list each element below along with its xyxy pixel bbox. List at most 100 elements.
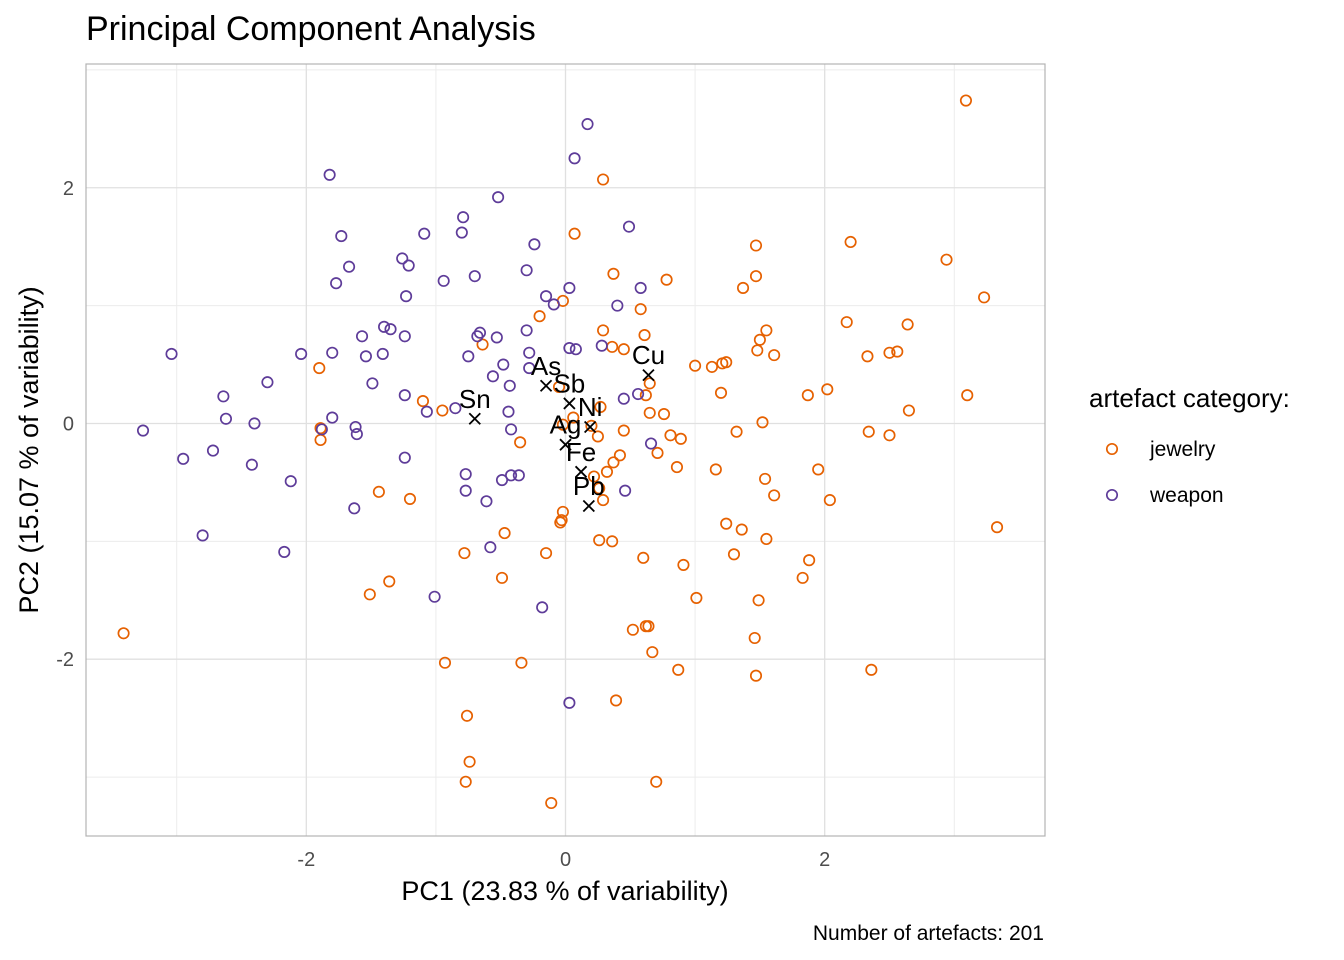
jewelry-point — [748, 631, 761, 645]
jewelry-point — [372, 485, 385, 498]
weapon-point — [349, 420, 362, 434]
jewelry-point — [759, 472, 772, 485]
weapon-point — [248, 417, 261, 430]
jewelry-point — [593, 534, 606, 547]
jewelry-point — [959, 94, 972, 107]
jewelry-point — [597, 324, 610, 337]
weapon-point — [563, 341, 576, 355]
jewelry-point — [639, 389, 652, 402]
x-tick-label: -2 — [297, 849, 315, 871]
jewelry-point — [646, 646, 659, 659]
jewelry-point — [600, 465, 614, 478]
weapon-point — [330, 277, 343, 290]
weapon-point — [420, 405, 433, 418]
weapon-point — [520, 264, 533, 277]
weapon-point — [323, 168, 336, 181]
weapon-point — [563, 696, 576, 709]
legend: artefact category: jewelry weapon — [1089, 383, 1290, 507]
jewelry-point — [459, 775, 472, 788]
jewelry-point — [709, 463, 722, 476]
weapon-point — [520, 324, 533, 337]
weapon-point — [505, 423, 518, 436]
jewelry-point — [727, 548, 741, 561]
weapon-point — [619, 484, 632, 497]
weapon-point — [177, 452, 190, 465]
jewelry-point — [705, 360, 718, 373]
weapon-point — [497, 358, 510, 371]
x-axis-ticks: -2 0 2 — [297, 849, 830, 871]
weapon-point — [528, 238, 541, 251]
y-axis-title: PC2 (15.07 % of variability) — [14, 286, 44, 613]
weapon-point — [384, 323, 397, 336]
jewelry-point — [533, 310, 546, 323]
jewelry-point — [672, 663, 685, 676]
weapon-point — [284, 475, 297, 488]
jewelry-point — [568, 227, 581, 240]
weapon-point — [622, 220, 636, 233]
jewelry-point — [416, 395, 429, 408]
jewelry-point — [607, 456, 620, 469]
jewelry-point — [664, 429, 677, 442]
variable-marker-as — [539, 379, 553, 392]
jewelry-point — [660, 273, 673, 286]
jewelry-point — [593, 482, 606, 495]
jewelry-point — [990, 521, 1004, 534]
weapon-point — [219, 412, 233, 425]
jewelry-point — [735, 523, 748, 536]
weapon-point — [359, 350, 372, 363]
jewelry-point — [606, 535, 619, 548]
jewelry-point — [643, 377, 656, 390]
weapon-point — [457, 211, 470, 224]
weapon-point — [523, 362, 536, 375]
weapon-point — [547, 298, 560, 311]
jewelry-point — [597, 173, 610, 186]
legend-title: artefact category: — [1089, 383, 1290, 413]
weapon-point — [569, 343, 582, 356]
weapon-point — [462, 350, 475, 363]
weapon-point — [396, 252, 409, 265]
jewelry-point — [314, 433, 327, 447]
weapon-point — [644, 437, 658, 450]
jewelry-point — [594, 400, 607, 414]
weapon-point — [490, 331, 503, 344]
jewelry-point — [495, 571, 509, 584]
weapon-point — [402, 259, 415, 272]
jewelry-point — [313, 362, 326, 375]
jewelry-point — [768, 489, 781, 502]
variable-marker-ag — [559, 438, 572, 451]
weapon-point — [540, 290, 553, 303]
variable-marker-sn — [468, 412, 481, 425]
jewelry-point — [403, 492, 417, 505]
jewelry-point — [690, 591, 703, 604]
jewelry-point — [670, 461, 684, 474]
jewelry-point — [514, 436, 527, 449]
jewelry-point — [749, 239, 763, 252]
jewelry-point — [314, 422, 327, 435]
weapon-point — [398, 389, 411, 402]
jewelry-point — [891, 345, 904, 358]
weapon-point — [563, 281, 576, 294]
weapon-point — [512, 469, 525, 482]
jewelry-point — [677, 558, 690, 571]
jewelry-point — [540, 547, 553, 560]
weapon-point — [568, 152, 581, 165]
weapon-point — [400, 290, 413, 303]
jewelry-point — [756, 416, 769, 429]
weapon-point — [398, 330, 411, 343]
jewelry-point — [609, 694, 623, 707]
variable-label-as: As — [531, 351, 561, 381]
weapon-point — [632, 387, 645, 401]
jewelry-point — [552, 380, 566, 393]
jewelry-point — [720, 517, 733, 530]
jewelry-point — [902, 404, 915, 417]
variable-label-fe: Fe — [566, 437, 596, 467]
weapon-point — [335, 230, 348, 243]
weapon-point — [315, 423, 328, 436]
legend-key-jewelry — [1105, 442, 1119, 456]
x-axis-title: PC1 (23.83 % of variability) — [401, 876, 728, 906]
jewelry-point — [796, 571, 809, 584]
weapon-point — [455, 226, 468, 239]
jewelry-point — [752, 594, 765, 607]
jewelry-point — [978, 291, 991, 304]
weapon-point — [468, 270, 481, 283]
